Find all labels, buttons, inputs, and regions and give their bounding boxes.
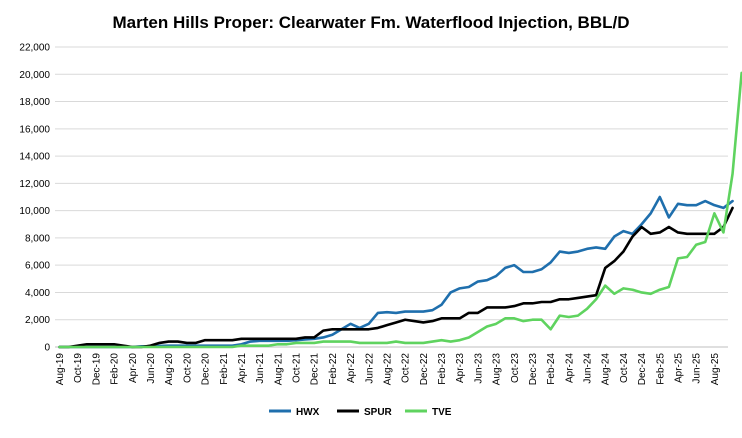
x-tick-label: Jun-25	[692, 353, 703, 384]
y-tick-label: 4,000	[25, 288, 50, 299]
x-tick-label: Jun-23	[473, 353, 484, 384]
x-tick-label: Apr-24	[564, 353, 575, 383]
y-tick-label: 14,000	[19, 152, 50, 163]
x-tick-label: Jun-24	[583, 353, 594, 384]
legend-label-tve: TVE	[432, 407, 452, 418]
x-tick-label: Oct-23	[510, 353, 521, 383]
y-tick-label: 6,000	[25, 261, 50, 272]
gridlines	[55, 46, 728, 348]
series-line-hwx	[58, 195, 734, 349]
x-tick-label: Dec-24	[637, 353, 648, 386]
y-axis: 0 2,000 4,000 6,000 8,000 10,000 12,000 14,000 1…	[19, 43, 50, 354]
x-tick-label: Dec-21	[310, 353, 321, 386]
x-tick-label: Feb-24	[546, 353, 557, 385]
y-tick-label: 18,000	[19, 97, 50, 108]
x-tick-label: Feb-23	[437, 353, 448, 385]
legend: HWX SPUR TVE	[269, 407, 452, 418]
x-tick-label: Aug-21	[273, 353, 284, 386]
x-tick-label: Aug-25	[710, 353, 721, 386]
y-tick-label: 0	[44, 343, 50, 354]
x-tick-label: Jun-21	[255, 353, 266, 384]
x-tick-label: Apr-21	[237, 353, 248, 383]
x-tick-label: Dec-22	[419, 353, 430, 386]
legend-label-spur: SPUR	[364, 407, 393, 418]
x-tick-label: Dec-23	[528, 353, 539, 386]
x-tick-label: Oct-22	[401, 353, 412, 383]
chart-title: Marten Hills Proper: Clearwater Fm. Wate…	[113, 13, 630, 32]
y-tick-label: 10,000	[19, 206, 50, 217]
x-tick-label: Feb-22	[328, 353, 339, 385]
x-tick-label: Feb-20	[110, 353, 121, 385]
x-tick-label: Aug-24	[601, 353, 612, 386]
x-tick-label: Aug-23	[492, 353, 503, 386]
y-tick-label: 8,000	[25, 233, 50, 244]
series-line-tve	[58, 71, 742, 349]
x-tick-label: Oct-20	[182, 353, 193, 383]
x-tick-label: Aug-19	[55, 353, 66, 386]
y-tick-label: 16,000	[19, 124, 50, 135]
x-tick-label: Apr-20	[128, 353, 139, 383]
x-tick-label: Aug-20	[164, 353, 175, 386]
x-tick-label: Aug-22	[382, 353, 393, 386]
y-tick-label: 22,000	[19, 43, 50, 54]
series-lines	[58, 71, 742, 349]
x-tick-label: Oct-19	[73, 353, 84, 383]
x-tick-label: Dec-19	[91, 353, 102, 386]
x-tick-label: Feb-25	[655, 353, 666, 385]
series-line-spur	[58, 206, 734, 349]
x-tick-label: Oct-21	[292, 353, 303, 383]
x-tick-label: Jun-20	[146, 353, 157, 384]
legend-label-hwx: HWX	[296, 407, 320, 418]
x-tick-label: Feb-21	[219, 353, 230, 385]
x-tick-label: Jun-22	[364, 353, 375, 384]
x-tick-label: Apr-22	[346, 353, 357, 383]
y-tick-label: 2,000	[25, 315, 50, 326]
x-tick-label: Apr-23	[455, 353, 466, 383]
y-tick-label: 12,000	[19, 179, 50, 190]
x-tick-label: Apr-25	[673, 353, 684, 383]
x-axis: Aug-19 Oct-19 Dec-19 Feb-20 Apr-20 Jun-20 Aug-…	[55, 346, 728, 386]
y-tick-label: 20,000	[19, 70, 50, 81]
x-tick-label: Oct-24	[619, 353, 630, 383]
x-tick-label: Dec-20	[201, 353, 212, 386]
